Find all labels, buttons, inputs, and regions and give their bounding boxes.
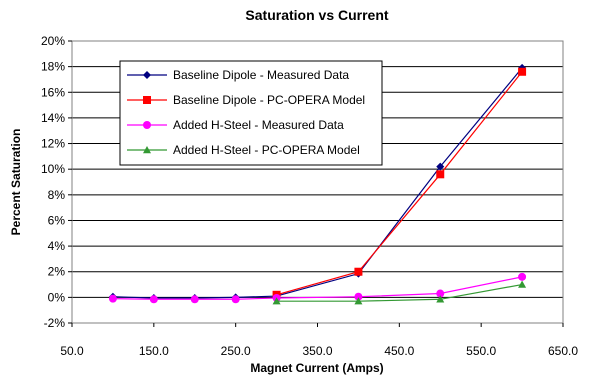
y-tick-label: 12% bbox=[41, 137, 65, 151]
y-tick-label: 2% bbox=[48, 265, 66, 279]
legend-item: Baseline Dipole - Measured Data bbox=[127, 68, 349, 82]
y-tick-label: 0% bbox=[48, 290, 66, 304]
legend-marker bbox=[143, 121, 151, 129]
data-point bbox=[354, 267, 363, 276]
x-tick-label: 450.0 bbox=[384, 344, 414, 358]
data-point bbox=[149, 295, 158, 304]
x-axis-label: Magnet Current (Amps) bbox=[250, 361, 383, 375]
series-line bbox=[112, 67, 523, 299]
legend-label: Added H-Steel - Measured Data bbox=[173, 118, 344, 132]
data-point bbox=[231, 295, 240, 304]
y-axis-ticks: -2% 0% 2% 4% 6% 8% 10% 12% 14% 16% 18% 20% bbox=[41, 34, 72, 330]
y-tick-label: 6% bbox=[48, 213, 66, 227]
x-tick-label: 650.0 bbox=[548, 344, 578, 358]
legend-marker bbox=[143, 146, 151, 154]
y-tick-label: 10% bbox=[41, 162, 65, 176]
y-tick-label: 20% bbox=[41, 34, 65, 48]
x-tick-label: 250.0 bbox=[221, 344, 251, 358]
legend-item: Added H-Steel - PC-OPERA Model bbox=[127, 143, 360, 157]
data-point bbox=[354, 292, 363, 301]
data-point bbox=[436, 162, 445, 171]
data-point bbox=[518, 272, 527, 281]
legend: Baseline Dipole - Measured Data Baseline … bbox=[119, 60, 383, 166]
data-point bbox=[190, 295, 199, 304]
y-tick-label: 14% bbox=[41, 111, 65, 125]
x-axis-ticks: 50.0 150.0 250.0 350.0 450.0 550.0 650.0 bbox=[60, 323, 578, 358]
y-tick-label: 4% bbox=[48, 239, 66, 253]
legend-marker bbox=[143, 71, 151, 79]
data-point bbox=[436, 295, 445, 303]
series-group bbox=[108, 63, 527, 305]
series-3 bbox=[108, 272, 527, 304]
series-line bbox=[276, 71, 523, 296]
y-axis-label: Percent Saturation bbox=[9, 129, 23, 236]
legend-label: Baseline Dipole - Measured Data bbox=[173, 68, 349, 82]
legend-item: Added H-Steel - Measured Data bbox=[127, 118, 344, 132]
legend-label: Baseline Dipole - PC-OPERA Model bbox=[173, 93, 365, 107]
y-tick-label: 8% bbox=[48, 188, 66, 202]
data-point bbox=[436, 289, 445, 298]
x-tick-label: 350.0 bbox=[302, 344, 332, 358]
data-point bbox=[272, 297, 281, 305]
data-point bbox=[354, 297, 363, 305]
series-line bbox=[112, 276, 523, 300]
x-tick-label: 150.0 bbox=[139, 344, 169, 358]
x-tick-label: 550.0 bbox=[466, 344, 496, 358]
series-line bbox=[276, 283, 523, 302]
legend-label: Added H-Steel - PC-OPERA Model bbox=[173, 143, 360, 157]
chart-title: Saturation vs Current bbox=[245, 7, 388, 23]
x-tick-label: 50.0 bbox=[60, 344, 84, 358]
data-point bbox=[108, 294, 117, 303]
series-4 bbox=[272, 280, 527, 305]
y-tick-label: 18% bbox=[41, 60, 65, 74]
data-point bbox=[436, 170, 445, 179]
legend-item: Baseline Dipole - PC-OPERA Model bbox=[127, 93, 365, 107]
data-point bbox=[518, 67, 527, 76]
y-tick-label: -2% bbox=[44, 316, 66, 330]
data-point bbox=[518, 280, 527, 288]
legend-marker bbox=[143, 96, 151, 104]
legend-box bbox=[119, 60, 383, 166]
y-tick-label: 16% bbox=[41, 85, 65, 99]
